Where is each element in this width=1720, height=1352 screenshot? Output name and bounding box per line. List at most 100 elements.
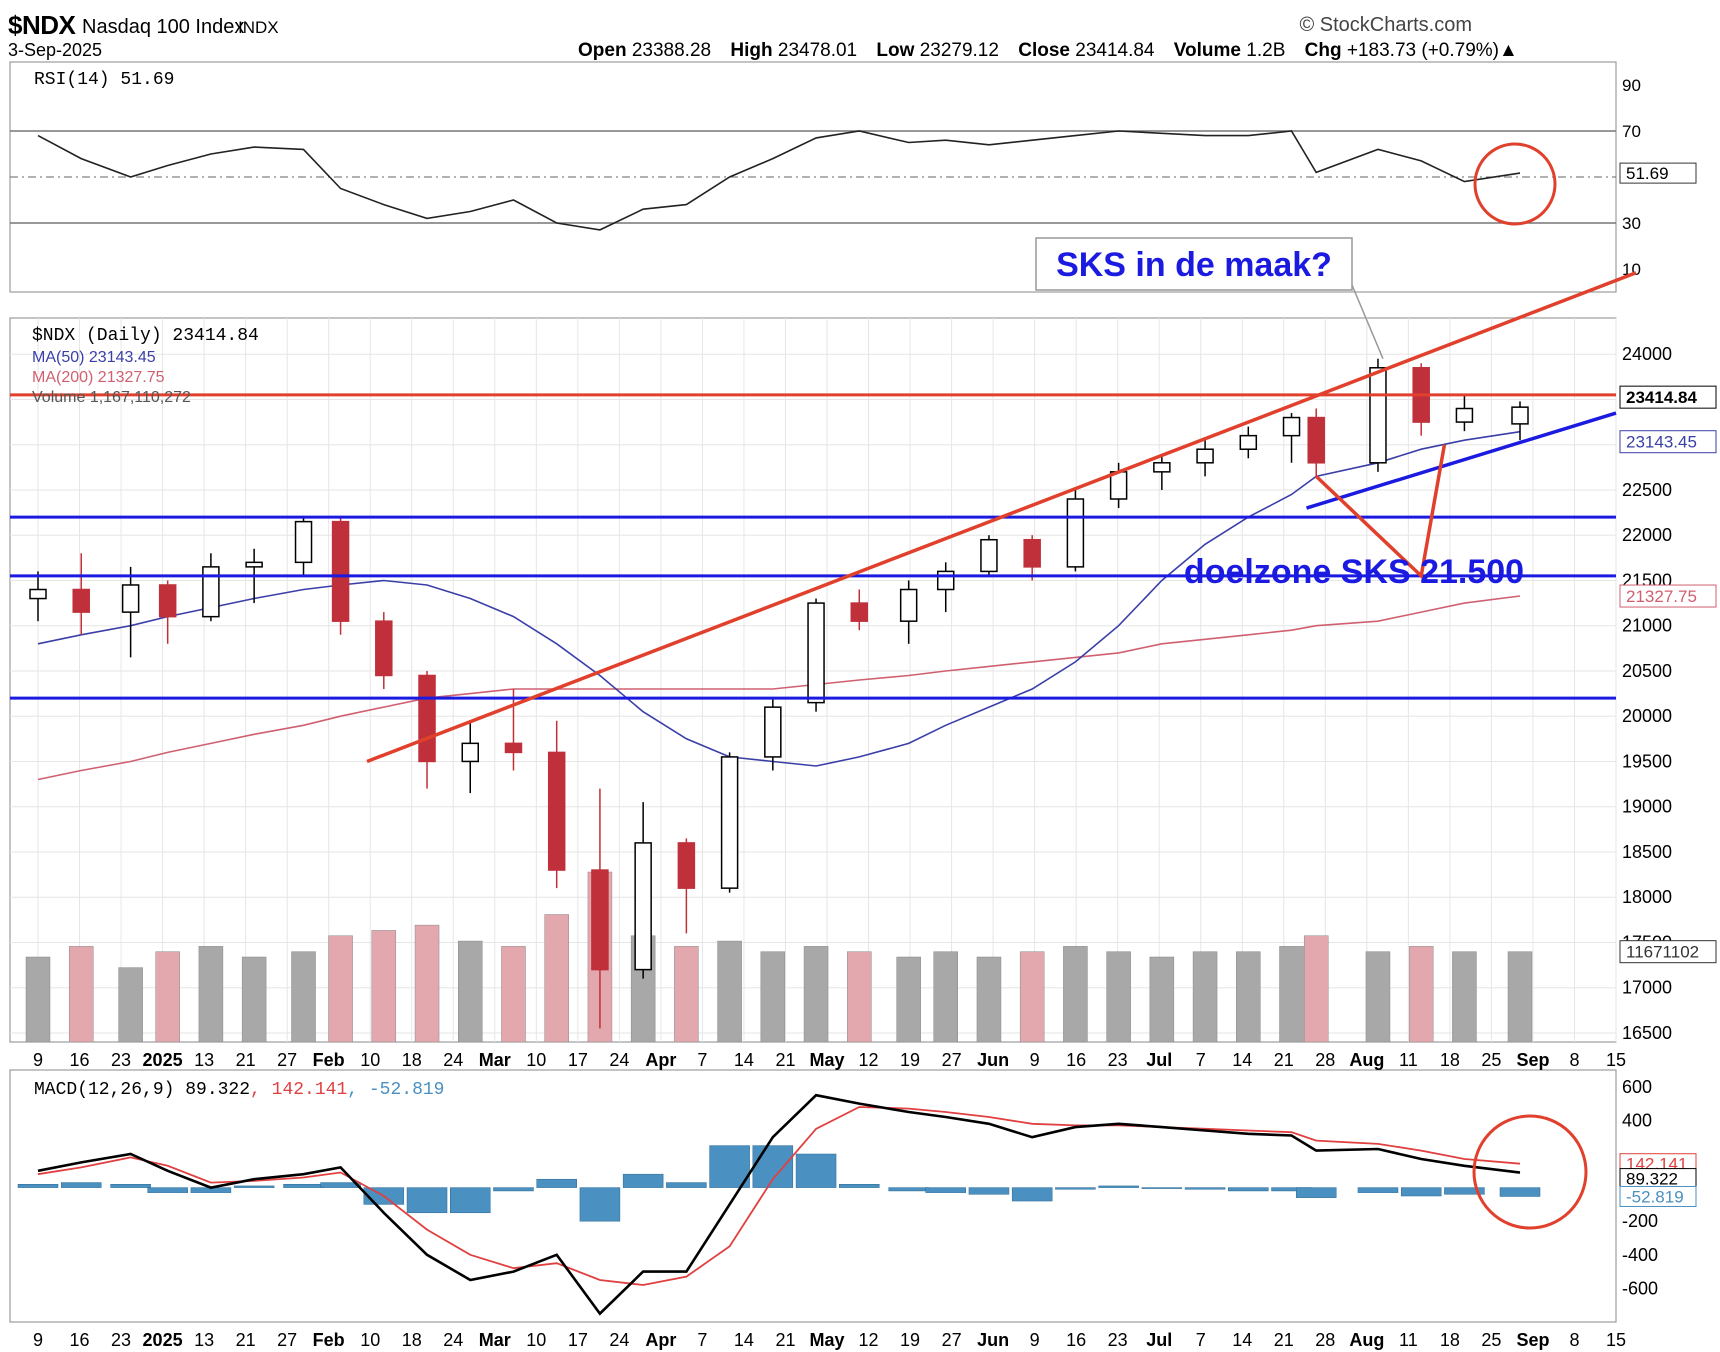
macd-histogram-bar xyxy=(60,1182,102,1188)
volume-bar xyxy=(717,940,742,1043)
candle-body xyxy=(504,742,523,754)
price-last-label: 11671102 xyxy=(1626,943,1699,962)
macd-histogram-bar xyxy=(839,1183,880,1188)
open-label: Open xyxy=(578,40,627,61)
candle-body xyxy=(547,751,566,871)
macd-x-tick-label: 2025 xyxy=(143,1330,183,1350)
macd-x-tick-label: 9 xyxy=(33,1330,43,1350)
high-label: High xyxy=(730,40,773,61)
volume-bar xyxy=(68,946,94,1043)
price-x-tick-label: 14 xyxy=(1232,1050,1252,1070)
macd-line xyxy=(37,1093,1521,1316)
macd-x-tick-label: Jun xyxy=(977,1330,1009,1350)
macd-signal-line xyxy=(37,1106,1521,1286)
macd-x-tick-label: 7 xyxy=(1196,1330,1206,1350)
annotation-neckline-blue xyxy=(1306,411,1617,510)
macd-highlight-circle xyxy=(1472,1114,1588,1230)
macd-x-tick-label: 9 xyxy=(1030,1330,1040,1350)
macd-x-tick-label: 12 xyxy=(859,1330,879,1350)
price-tick-label: 24000 xyxy=(1622,344,1672,364)
price-x-tick-label: Apr xyxy=(645,1050,676,1070)
price-x-tick-label: 24 xyxy=(609,1050,629,1070)
macd-x-tick-label: Jul xyxy=(1146,1330,1172,1350)
macd-histogram-bar xyxy=(1228,1187,1269,1192)
rsi-title: RSI(14) 51.69 xyxy=(34,70,174,90)
macd-x-tick-label: 8 xyxy=(1569,1330,1579,1350)
chg-value: +183.73 (+0.79%) xyxy=(1346,40,1499,61)
price-x-tick-label: 10 xyxy=(526,1050,546,1070)
macd-histogram-bar xyxy=(450,1187,491,1214)
macd-histogram-bar xyxy=(233,1185,275,1188)
volume-bar xyxy=(1365,951,1391,1043)
chg-label: Chg xyxy=(1304,40,1342,61)
candle-body xyxy=(331,520,350,622)
macd-x-tick-label: Mar xyxy=(479,1330,511,1350)
macd-histogram-bar xyxy=(1141,1187,1183,1189)
price-x-tick-label: 15 xyxy=(1606,1050,1626,1070)
candle-body xyxy=(980,538,998,573)
price-x-tick-label: 16 xyxy=(70,1050,90,1070)
macd-x-tick-label: 21 xyxy=(775,1330,795,1350)
macd-tick-label: -400 xyxy=(1622,1245,1658,1265)
symbol-title: $NDX xyxy=(8,10,76,40)
macd-histogram-bar xyxy=(968,1187,1010,1195)
close-label: Close xyxy=(1018,40,1070,61)
macd-last-box xyxy=(1619,1185,1697,1207)
macd-x-tick-label: 15 xyxy=(1606,1330,1626,1350)
macd-x-tick-label: Sep xyxy=(1516,1330,1549,1350)
price-tick-label: 21000 xyxy=(1622,616,1672,636)
rsi-highlight-circle xyxy=(1473,142,1557,226)
price-x-tick-label: 18 xyxy=(402,1050,422,1070)
macd-x-tick-label: 16 xyxy=(70,1330,90,1350)
candle-body xyxy=(677,842,696,889)
volume-bar xyxy=(328,935,353,1043)
target-zone-label: doelzone SKS 21.500 xyxy=(1184,553,1524,591)
macd-x-tick-label: May xyxy=(809,1330,844,1350)
ohlc-summary: Open 23388.28 High 23478.01 Low 23279.12… xyxy=(578,40,1518,62)
macd-x-tick-label: 19 xyxy=(900,1330,920,1350)
macd-x-tick-label: 7 xyxy=(697,1330,707,1350)
candle-body xyxy=(1307,416,1325,464)
volume-bar xyxy=(896,956,921,1043)
price-x-tick-label: 24 xyxy=(443,1050,463,1070)
rsi-tick-label: 90 xyxy=(1622,76,1641,95)
price-x-tick-label: Aug xyxy=(1349,1050,1384,1070)
price-x-tick-label: 27 xyxy=(277,1050,297,1070)
candle-body xyxy=(1196,448,1214,464)
macd-histogram-bar xyxy=(17,1183,59,1188)
macd-x-tick-label: 14 xyxy=(1232,1330,1252,1350)
symbol-name: Nasdaq 100 Index xyxy=(82,16,245,38)
price-x-tick-label: 9 xyxy=(1030,1050,1040,1070)
rsi-last-label: 51.69 xyxy=(1626,164,1669,183)
price-tick-label: 20000 xyxy=(1622,706,1672,726)
macd-x-tick-label: 13 xyxy=(194,1330,214,1350)
volume-bar xyxy=(544,914,569,1043)
candle-body xyxy=(1455,407,1474,423)
rsi-last-box xyxy=(1619,162,1697,184)
price-last-box xyxy=(1619,940,1717,964)
legend-volume: Volume 1,167,110,272 xyxy=(32,389,191,406)
macd-histogram-bar xyxy=(1098,1185,1139,1188)
candle-body xyxy=(1066,498,1085,568)
price-x-tick-label: Sep xyxy=(1516,1050,1549,1070)
price-last-label: 23414.84 xyxy=(1626,388,1697,407)
candle-body xyxy=(1369,367,1387,464)
macd-x-tick-label: 10 xyxy=(526,1330,546,1350)
callout-box xyxy=(1035,237,1353,291)
candle-body xyxy=(1282,416,1301,437)
volume-bar xyxy=(1106,951,1131,1043)
macd-histogram-bar xyxy=(709,1145,750,1188)
up-arrow-icon: ▲ xyxy=(1499,40,1518,61)
price-last-box xyxy=(1619,385,1717,409)
price-x-tick-label: 23 xyxy=(111,1050,131,1070)
macd-histogram-bar xyxy=(1499,1187,1541,1197)
candle-body xyxy=(764,706,782,758)
volume-bar xyxy=(414,924,440,1043)
macd-histogram-bar xyxy=(795,1153,837,1188)
volume-bar xyxy=(1063,946,1088,1043)
volume-bar xyxy=(1149,956,1175,1043)
macd-x-tick-label: 11 xyxy=(1399,1330,1418,1350)
volume-bar xyxy=(1019,951,1045,1043)
price-x-tick-label: 13 xyxy=(194,1050,214,1070)
